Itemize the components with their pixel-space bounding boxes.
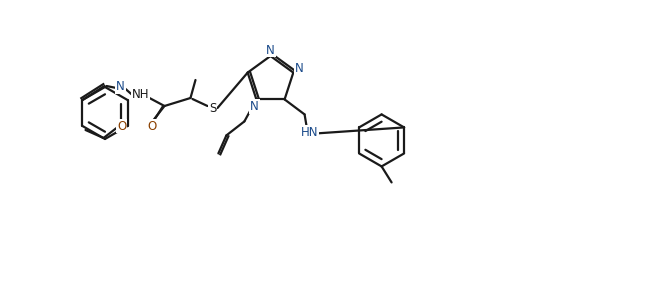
Text: N: N [116,81,125,93]
Text: O: O [117,120,126,132]
Text: N: N [295,62,304,75]
Text: N: N [250,100,259,113]
Text: O: O [148,120,157,132]
Text: N: N [266,43,275,56]
Text: S: S [209,102,216,114]
Text: HN: HN [301,126,318,139]
Text: NH: NH [132,88,149,102]
